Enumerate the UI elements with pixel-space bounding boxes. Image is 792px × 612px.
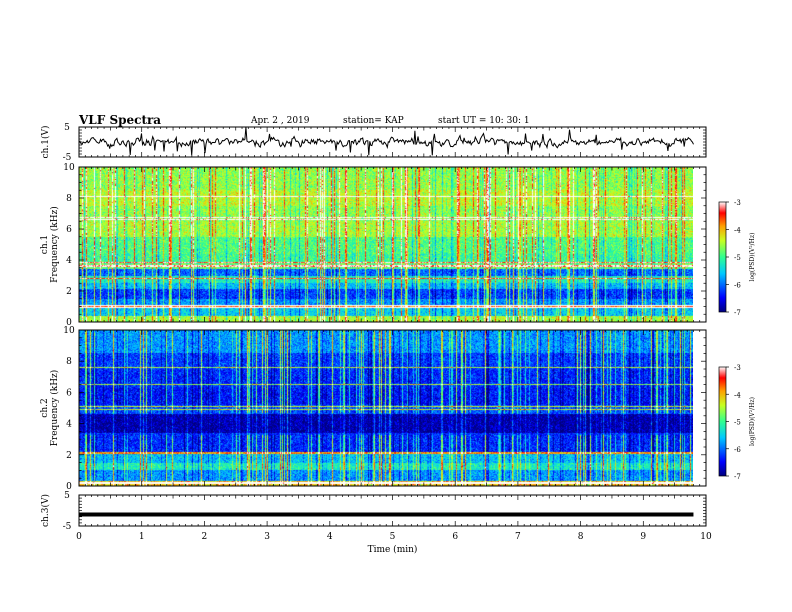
colorbar-tick-label: -4 bbox=[734, 391, 741, 399]
x-tick-label: 4 bbox=[327, 532, 333, 542]
y-tick-label: 10 bbox=[63, 326, 75, 336]
y-tick-label: 8 bbox=[66, 194, 72, 204]
y-tick-label: 8 bbox=[66, 357, 72, 367]
y-axis-label: ch.3(V) bbox=[40, 494, 51, 527]
x-tick-label: 10 bbox=[700, 532, 712, 542]
colorbar-1 bbox=[718, 201, 727, 313]
colorbar-tick-label: -7 bbox=[734, 309, 741, 317]
station-label: station= KAP bbox=[343, 116, 404, 126]
x-tick-label: 6 bbox=[452, 532, 458, 542]
x-tick-label: 8 bbox=[578, 532, 584, 542]
colorbar-tick-label: -5 bbox=[734, 419, 741, 427]
y-tick-label: 5 bbox=[64, 491, 70, 501]
colorbar-tick-label: -3 bbox=[734, 364, 741, 372]
y-tick-label: 2 bbox=[66, 451, 72, 461]
y-tick-label: -5 bbox=[63, 153, 72, 163]
x-tick-label: 9 bbox=[640, 532, 646, 542]
colorbar-label: log(PSD)(V²/Hz) bbox=[749, 233, 756, 282]
y-tick-label: 4 bbox=[66, 256, 72, 266]
y-tick-label: 6 bbox=[66, 225, 72, 235]
x-tick-label: 3 bbox=[264, 532, 270, 542]
ch2-spectrogram-image bbox=[79, 330, 693, 486]
channel-label: ch.2 bbox=[40, 398, 50, 417]
x-axis-label: Time (min) bbox=[368, 544, 418, 555]
colorbar-tick-label: -6 bbox=[734, 446, 741, 454]
y-tick-label: 2 bbox=[66, 287, 72, 297]
y-tick-label: 5 bbox=[64, 123, 70, 133]
figure-title: VLF Spectra bbox=[79, 113, 162, 127]
y-axis-label: ch.1(V) bbox=[40, 126, 51, 159]
ch1-spectrogram-image bbox=[79, 167, 693, 322]
x-tick-label: 0 bbox=[76, 532, 82, 542]
colorbar-2 bbox=[718, 366, 727, 477]
colorbar-label: log(PSD)(V²/Hz) bbox=[749, 397, 756, 446]
y-tick-label: 4 bbox=[66, 420, 72, 430]
y-tick-label: 0 bbox=[66, 482, 72, 492]
y-tick-label: 0 bbox=[66, 318, 72, 328]
x-tick-label: 5 bbox=[390, 532, 396, 542]
ch1-trace-line bbox=[78, 127, 694, 156]
x-tick-label: 7 bbox=[515, 532, 521, 542]
colorbar-tick-label: -4 bbox=[734, 227, 741, 235]
date-label: Apr. 2 , 2019 bbox=[251, 116, 310, 126]
colorbar-tick-label: -7 bbox=[734, 473, 741, 481]
colorbar-tick-label: -3 bbox=[734, 199, 741, 207]
y-tick-label: 10 bbox=[63, 163, 75, 173]
x-tick-label: 2 bbox=[202, 532, 208, 542]
y-tick-label: -5 bbox=[63, 522, 72, 532]
y-axis-label: Frequency (kHz) bbox=[49, 370, 60, 447]
start-time-label: start UT = 10: 30: 1 bbox=[438, 116, 530, 126]
y-tick-label: 6 bbox=[66, 388, 72, 398]
x-tick-label: 1 bbox=[139, 532, 145, 542]
colorbar-tick-label: -5 bbox=[734, 254, 741, 262]
channel-label: ch.1 bbox=[40, 235, 50, 254]
y-axis-label: Frequency (kHz) bbox=[49, 206, 60, 283]
colorbar-tick-label: -6 bbox=[734, 282, 741, 290]
